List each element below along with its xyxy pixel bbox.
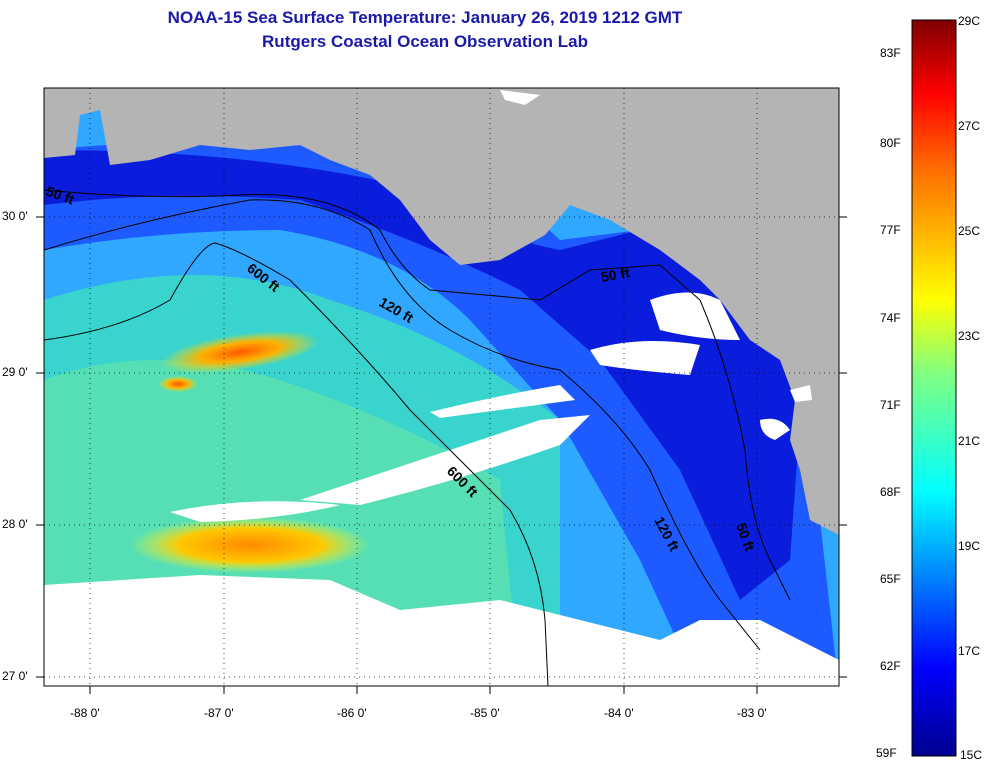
lat-label-27: 27 0' xyxy=(2,669,28,683)
plot-area xyxy=(44,88,839,686)
lat-label-30: 30 0' xyxy=(2,209,28,223)
depth-contours xyxy=(44,189,791,686)
lon-label-85: -85 0' xyxy=(470,706,500,720)
cb-c-25: 25C xyxy=(958,224,981,238)
contour-label-50ft-east: 50 ft xyxy=(600,264,631,285)
cloud-band-2 xyxy=(300,415,590,505)
warm-patch-north xyxy=(160,330,320,374)
lon-label-86: -86 0' xyxy=(337,706,367,720)
cb-c-21: 21C xyxy=(958,434,981,448)
cb-c-29: 29C xyxy=(958,14,981,28)
cloud-patch-1 xyxy=(650,292,740,340)
colorbar xyxy=(911,19,957,757)
warm-patch-small xyxy=(158,376,198,392)
cb-f-71: 71F xyxy=(880,398,901,412)
cloud-band-3 xyxy=(430,385,575,418)
cb-f-80: 80F xyxy=(880,136,901,150)
cloud-band-1 xyxy=(170,501,340,522)
lon-label-84: -84 0' xyxy=(604,706,634,720)
lat-label-28: 28 0' xyxy=(2,517,28,531)
lon-label-87: -87 0' xyxy=(204,706,234,720)
cb-f-77: 77F xyxy=(880,223,901,237)
cb-c-23: 23C xyxy=(958,329,981,343)
lon-label-83: -83 0' xyxy=(737,706,767,720)
cloud-patch-inland xyxy=(500,90,540,105)
cb-c-19: 19C xyxy=(958,539,981,553)
cb-c-15: 15C xyxy=(960,748,983,762)
map-subtitle: Rutgers Coastal Ocean Observation Lab xyxy=(262,32,588,51)
lon-label-88: -88 0' xyxy=(70,706,100,720)
cb-f-68: 68F xyxy=(880,485,901,499)
cb-f-62: 62F xyxy=(880,659,901,673)
tick-marks xyxy=(36,216,847,694)
contour-50ft-north xyxy=(44,189,701,301)
cloud-patch-4 xyxy=(790,385,812,402)
contour-120ft xyxy=(44,199,761,651)
cb-f-59: 59F xyxy=(876,746,897,760)
cb-f-83: 83F xyxy=(880,46,901,60)
cloud-patch-3 xyxy=(760,418,790,440)
cb-f-65: 65F xyxy=(880,572,901,586)
cb-c-17: 17C xyxy=(958,644,981,658)
contour-600ft xyxy=(44,242,549,686)
nearshore-cold-water xyxy=(44,150,800,600)
lat-label-29: 29 0' xyxy=(2,365,28,379)
cloud-patch-2 xyxy=(590,341,700,375)
map-frame xyxy=(43,87,840,687)
cb-f-74: 74F xyxy=(880,311,901,325)
map-title: NOAA-15 Sea Surface Temperature: January… xyxy=(167,8,683,27)
land xyxy=(44,88,839,535)
warm-patch-south xyxy=(130,517,370,573)
no-data-south xyxy=(44,575,839,686)
cb-c-27: 27C xyxy=(958,119,981,133)
contour-50ft-east xyxy=(699,299,791,601)
